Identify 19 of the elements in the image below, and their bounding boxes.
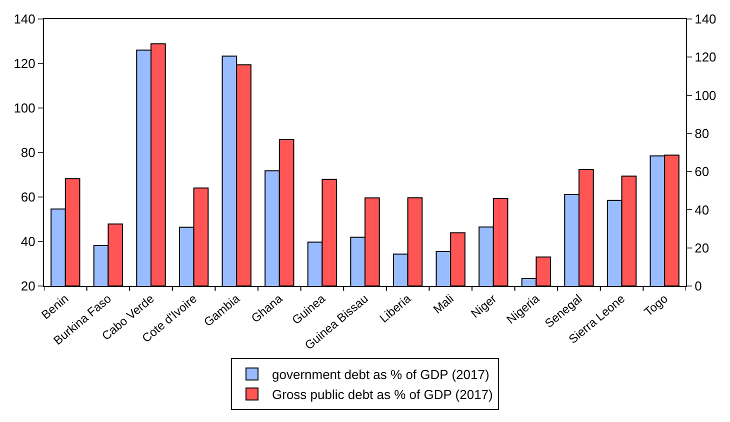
- y2-tick-label: 100: [694, 88, 716, 103]
- y2-tick-label: 60: [694, 164, 710, 180]
- y-tick-label: 40: [20, 234, 36, 250]
- y-tick-label: 100: [14, 100, 36, 116]
- y-tick-label: 140: [14, 12, 36, 27]
- y2-tick-label: 120: [694, 50, 716, 65]
- y2-tick-label: 80: [694, 126, 710, 141]
- y-tick-label: 80: [20, 145, 36, 160]
- x-tick-label: Mali: [430, 292, 456, 316]
- y2-tick-label: 140: [694, 12, 716, 27]
- y-tick-label: 120: [14, 56, 36, 72]
- x-tick-label: Togo: [641, 291, 671, 320]
- y-tick-label: 20: [20, 278, 36, 294]
- y-tick-label: 60: [20, 190, 36, 205]
- y2-tick-label: 0: [694, 278, 702, 294]
- y2-tick-label: 40: [694, 202, 710, 218]
- legend-label: government debt as % of GDP (2017): [272, 367, 490, 382]
- legend-label: Gross public debt as % of GDP (2017): [272, 387, 493, 402]
- y2-tick-label: 20: [694, 240, 710, 256]
